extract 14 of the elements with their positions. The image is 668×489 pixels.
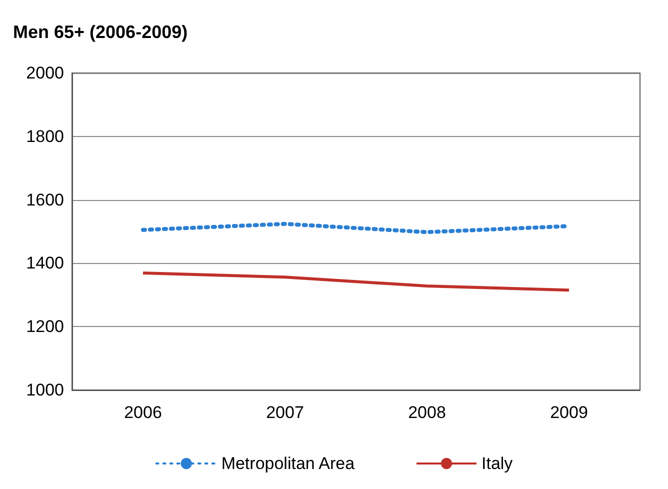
chart-title: Men 65+ (2006-2009) (13, 22, 188, 42)
x-tick-label: 2009 (550, 403, 588, 422)
y-tick-label: 1000 (26, 380, 64, 400)
y-tick-label: 1200 (26, 317, 64, 336)
x-tick-label: 2007 (266, 403, 304, 422)
x-tick-label: 2008 (408, 403, 446, 422)
legend-label: Metropolitan Area (221, 454, 356, 473)
legend-label: Italy (482, 454, 514, 473)
y-tick-label: 1400 (26, 254, 64, 273)
y-tick-label: 1800 (26, 126, 64, 146)
x-tick-label: 2006 (124, 403, 162, 422)
line-series (142, 272, 570, 292)
y-tick-label: 1600 (26, 190, 64, 210)
y-tick-label: 2000 (26, 64, 64, 82)
